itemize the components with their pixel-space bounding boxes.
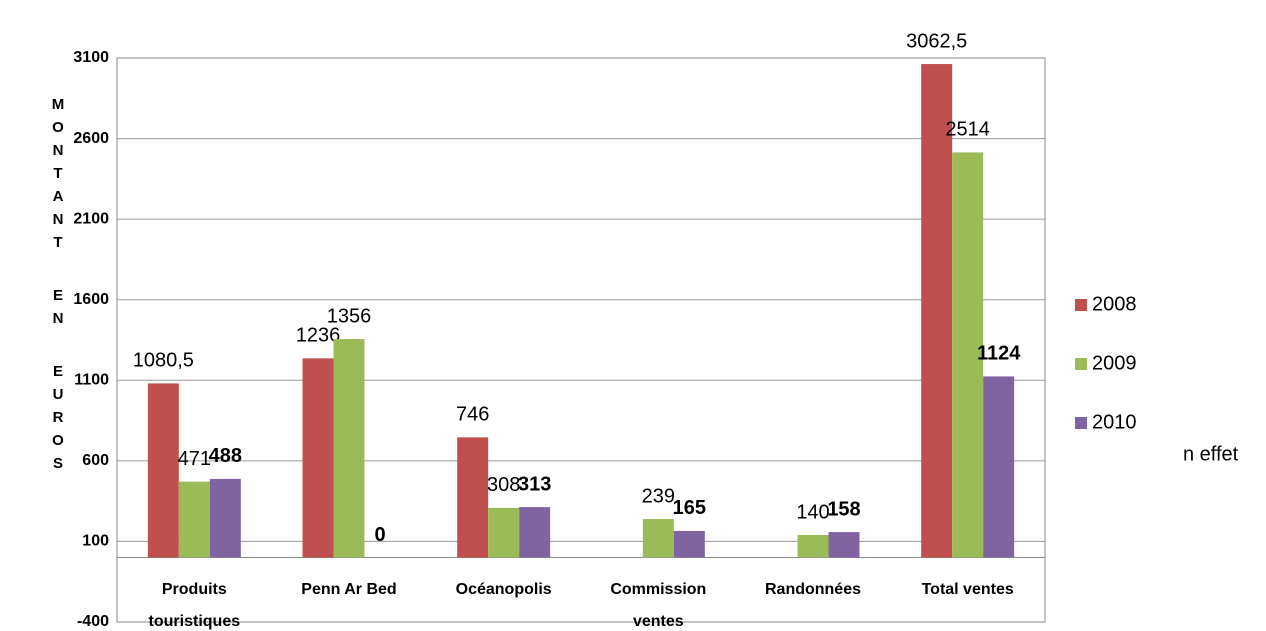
data-label: 158 (827, 498, 860, 520)
data-label: 1124 (977, 343, 1021, 365)
bar (333, 339, 365, 558)
legend-label: 2008 (1092, 293, 1137, 315)
data-label: 0 (374, 524, 385, 546)
bar (457, 437, 489, 558)
bar (983, 376, 1015, 558)
data-label: 313 (518, 473, 551, 495)
y-tick-label: 600 (82, 452, 109, 469)
data-label: 1080,5 (133, 350, 194, 372)
data-label: 3062,5 (906, 30, 967, 52)
bar (178, 481, 210, 558)
y-tick-label: 100 (82, 533, 109, 550)
x-tick-label: Total ventes (922, 581, 1014, 598)
bar (797, 534, 829, 558)
bar (519, 507, 551, 558)
x-tick-label: Randonnées (765, 581, 861, 598)
bar (921, 64, 953, 558)
legend-label: 2010 (1092, 411, 1137, 433)
annotation: n effet (1183, 443, 1239, 465)
data-label: 471 (178, 448, 211, 470)
bar (828, 532, 860, 558)
bar (952, 152, 984, 558)
bar (302, 358, 334, 558)
legend-swatch (1075, 299, 1087, 311)
x-tick-label: Commission ventes (610, 581, 706, 630)
x-tick-label: Océanopolis (456, 581, 552, 598)
data-label: 488 (209, 445, 242, 467)
plot-frame (116, 57, 1046, 623)
legend-label: 2009 (1092, 352, 1137, 374)
bar (673, 530, 705, 558)
bar (642, 519, 674, 558)
bar (209, 478, 241, 558)
data-label: 308 (487, 474, 520, 496)
y-tick-label: -400 (77, 613, 109, 630)
x-tick-label: Penn Ar Bed (301, 581, 396, 598)
y-tick-label: 2100 (73, 210, 109, 227)
data-label: 2514 (945, 119, 990, 141)
data-label: 140 (796, 501, 829, 523)
y-tick-label: 1600 (73, 291, 109, 308)
data-label: 165 (673, 497, 706, 519)
data-label: 746 (456, 404, 489, 426)
data-label: 1236 (296, 325, 341, 347)
data-label: 239 (642, 485, 675, 507)
y-tick-label: 3100 (73, 49, 109, 66)
bar (147, 383, 179, 558)
y-tick-label: 1100 (74, 372, 109, 389)
legend-swatch (1075, 358, 1087, 370)
data-label: 1356 (327, 305, 372, 327)
y-tick-label: 2600 (73, 130, 109, 147)
x-tick-label: Produits touristiques (149, 581, 241, 630)
bar (488, 507, 520, 558)
legend-swatch (1075, 417, 1087, 429)
